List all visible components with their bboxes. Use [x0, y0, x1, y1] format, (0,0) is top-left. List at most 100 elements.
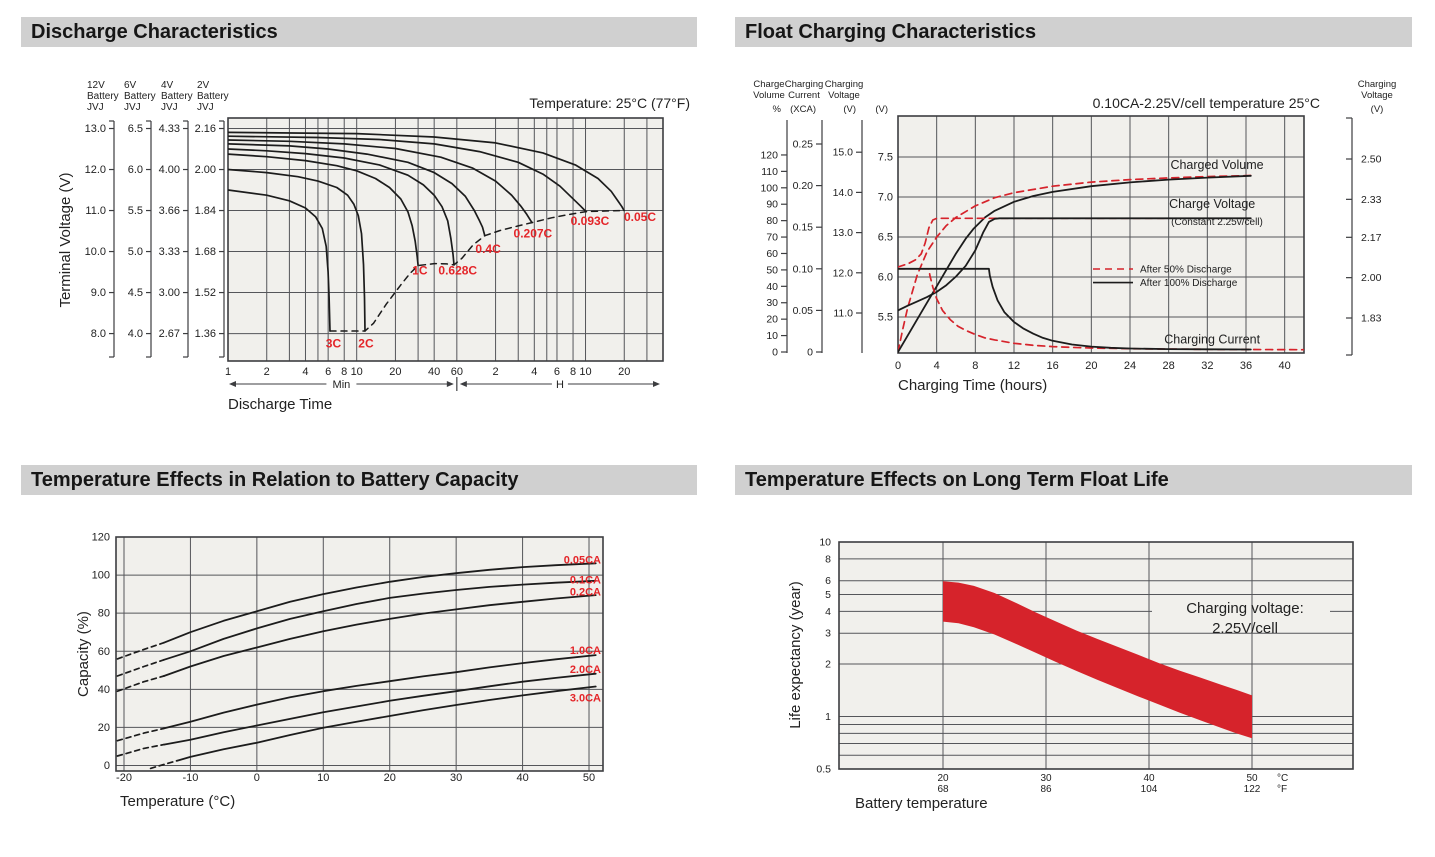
series-2.0CA-dashed	[116, 743, 165, 757]
y-tick: 4.33	[159, 123, 180, 135]
x-tick: 20	[389, 366, 401, 378]
scale-header: Charging	[1358, 79, 1397, 90]
plot-axis-tick: 7.5	[878, 152, 893, 164]
series-0.2CA	[163, 594, 597, 677]
x-tick: -10	[182, 772, 198, 784]
y-tick: 3.33	[159, 246, 180, 258]
scale-header: JVJ	[124, 102, 141, 113]
y-tick: 70	[766, 232, 778, 244]
series-0.05CA-dashed	[116, 641, 165, 660]
y-tick: 8.0	[91, 328, 106, 340]
path	[229, 381, 236, 387]
y-tick: 100	[760, 182, 778, 194]
series-0.628C	[228, 148, 455, 266]
series-3.0CA-dashed	[149, 759, 178, 770]
life-band	[943, 581, 1252, 739]
scale-header: JVJ	[87, 102, 104, 113]
y-tick: 5.0	[128, 246, 143, 258]
series-charge-voltage-50	[898, 217, 1170, 268]
series-1.0CA	[163, 654, 597, 730]
x-tick: 10	[351, 366, 363, 378]
series-0.093C	[228, 135, 587, 213]
y-tick: 2.50	[1361, 154, 1382, 166]
legend-label: After 100% Discharge	[1140, 278, 1238, 289]
chart-float-charging: Charged Volume Charge Voltage (Constant 2.…	[753, 79, 1396, 394]
x-tick: 40	[516, 772, 528, 784]
y-tick: 2.17	[1361, 232, 1382, 244]
x-tick: 20	[618, 366, 630, 378]
x-tick: 6	[554, 366, 560, 378]
section-header-temperature-capacity: Temperature Effects in Relation to Batte…	[21, 465, 697, 495]
x-tick: 8	[570, 366, 576, 378]
annotation-line1: Charging voltage:	[1186, 600, 1304, 617]
y-tick: 8	[825, 553, 831, 565]
x-tick: 30	[450, 772, 462, 784]
scale-unit: (XCA)	[790, 104, 816, 115]
y-tick: 2.67	[159, 328, 180, 340]
x-axis-title: Discharge Time	[228, 396, 332, 413]
y-tick: 0	[807, 347, 813, 359]
y-tick: 2.00	[195, 164, 216, 176]
x-axis-title: Temperature (°C)	[120, 793, 235, 810]
x-tick: 20	[1085, 360, 1097, 372]
y-tick: 0.25	[793, 139, 814, 151]
y-axis-title: Terminal Voltage (V)	[57, 172, 74, 307]
curve-label: Charge Voltage	[1169, 197, 1255, 211]
y-tick: 0.5	[816, 764, 831, 776]
y-tick: 50	[766, 264, 778, 276]
scale-header: 12V	[87, 80, 105, 91]
x-unit-label: Min	[333, 379, 351, 391]
y-tick: 0.20	[793, 180, 814, 192]
x-tick-fahrenheit: 68	[937, 784, 949, 795]
rate-label-0.2CA: 0.2CA	[570, 587, 601, 599]
scale-header: 6V	[124, 80, 137, 91]
x-tick: 2	[264, 366, 270, 378]
scale-header: Current	[788, 90, 820, 101]
scale-header: Battery	[124, 91, 156, 102]
y-tick: 4.00	[159, 164, 180, 176]
x-tick: 40	[1279, 360, 1291, 372]
section-header-float-life: Temperature Effects on Long Term Float L…	[735, 465, 1412, 495]
x-tick-celsius: 30	[1040, 773, 1052, 784]
series-0.2CA-dashed	[116, 675, 165, 693]
y-tick: 0	[104, 760, 110, 772]
y-tick: 11.0	[833, 308, 853, 320]
section-title: Float Charging Characteristics	[745, 21, 1037, 43]
series-0.1CA	[163, 579, 597, 661]
y-tick: 3	[825, 628, 831, 640]
path	[459, 381, 467, 387]
y-tick: 1.84	[195, 205, 216, 217]
rate-label-2.0CA: 2.0CA	[570, 664, 601, 676]
plot-axis-unit: (V)	[875, 104, 888, 115]
y-tick: 10.0	[85, 246, 106, 258]
scale-header: Charging	[825, 79, 864, 90]
x-tick: 12	[1008, 360, 1020, 372]
path	[653, 381, 660, 387]
y-tick: 6	[825, 575, 831, 587]
x-tick-celsius: 50	[1246, 773, 1258, 784]
y-axis-title: Capacity (%)	[75, 611, 92, 697]
y-tick: 60	[98, 646, 110, 658]
x-tick: 4	[531, 366, 537, 378]
y-tick: 0.10	[793, 263, 814, 275]
y-tick: 120	[760, 149, 778, 161]
y-tick: 0.05	[793, 305, 814, 317]
x-tick: -20	[116, 772, 132, 784]
condition-note: 0.10CA-2.25V/cell temperature 25°C	[1093, 95, 1320, 111]
x-tick-celsius: 40	[1143, 773, 1155, 784]
x-tick: 4	[934, 360, 940, 372]
scale-header: Charge	[753, 79, 784, 90]
x-tick: 50	[583, 772, 595, 784]
curve-label: (Constant 2.25v/cell)	[1171, 217, 1263, 228]
y-tick: 40	[766, 281, 778, 293]
section-header-discharge-characteristics: Discharge Characteristics	[21, 17, 697, 47]
x-tick: 28	[1163, 360, 1175, 372]
unit-celsius: °C	[1277, 773, 1288, 784]
rate-label-0.207C: 0.207C	[514, 226, 553, 240]
